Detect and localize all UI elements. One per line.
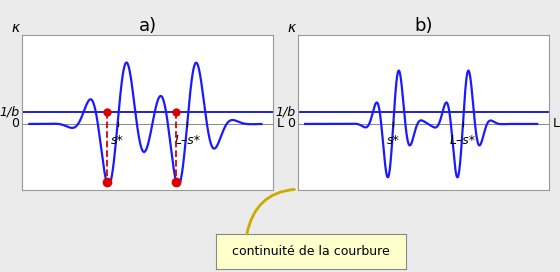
Text: 1/b: 1/b xyxy=(0,105,20,118)
Title: b): b) xyxy=(414,17,433,35)
Text: L–s*: L–s* xyxy=(174,134,200,147)
Text: 0: 0 xyxy=(12,118,20,131)
Text: continuité de la courbure: continuité de la courbure xyxy=(232,245,390,258)
Text: κ: κ xyxy=(287,21,296,35)
Text: 1/b: 1/b xyxy=(275,105,295,118)
Text: L: L xyxy=(553,118,560,131)
Text: L: L xyxy=(277,118,284,131)
Text: κ: κ xyxy=(12,21,20,35)
Text: 0: 0 xyxy=(287,118,295,131)
Text: s*: s* xyxy=(111,134,124,147)
Text: s*: s* xyxy=(387,134,400,147)
Title: a): a) xyxy=(139,17,157,35)
Text: L–s*: L–s* xyxy=(450,134,476,147)
